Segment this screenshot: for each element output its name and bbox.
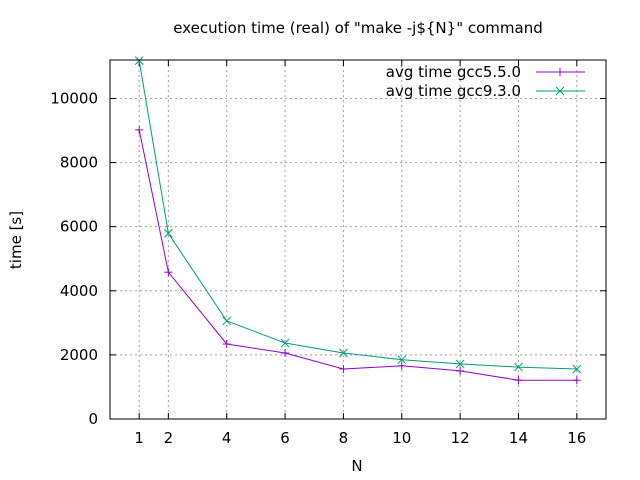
x-tick-label: 6	[280, 429, 290, 447]
legend-label: avg time gcc5.5.0	[386, 63, 521, 81]
data-point	[281, 348, 290, 357]
x-tick-label: 16	[567, 429, 586, 447]
legend-label: avg time gcc9.3.0	[386, 82, 521, 100]
y-tick-label: 4000	[60, 282, 98, 300]
data-point	[572, 364, 582, 374]
data-point	[163, 229, 173, 238]
data-point	[134, 56, 144, 65]
data-point	[556, 68, 564, 76]
y-axis-label: time [s]	[7, 211, 25, 269]
data-point	[339, 348, 348, 358]
data-point	[514, 362, 523, 372]
data-point	[455, 359, 465, 369]
y-tick-label: 10000	[50, 89, 98, 107]
data-point	[222, 316, 232, 326]
x-tick-label: 10	[392, 429, 411, 447]
grid	[110, 60, 606, 419]
data-point	[555, 86, 565, 96]
series-line-0	[138, 129, 577, 381]
data-point	[514, 376, 523, 385]
data-point	[339, 364, 348, 373]
x-tick-label: 8	[339, 429, 349, 447]
x-tick-label: 4	[222, 429, 232, 447]
data-point	[572, 376, 581, 385]
x-tick-label: 14	[509, 429, 528, 447]
data-point	[222, 339, 231, 348]
x-tick-label: 12	[451, 429, 470, 447]
plot-frame	[109, 59, 607, 420]
y-tick-label: 2000	[60, 346, 98, 364]
x-axis-label: N	[351, 457, 362, 475]
data-point	[397, 355, 407, 365]
y-tick-label: 0	[88, 410, 98, 428]
chart-title: execution time (real) of "make -j${N}" c…	[173, 19, 542, 37]
y-tick-label: 6000	[60, 218, 98, 236]
x-tick-label: 2	[164, 429, 174, 447]
series-line-1	[138, 60, 577, 370]
data-point	[456, 366, 465, 375]
data-point	[397, 361, 406, 370]
data-point	[164, 268, 173, 277]
y-tick-label: 8000	[60, 154, 98, 172]
data-point	[280, 338, 290, 348]
series-layer	[134, 56, 582, 385]
data-point	[135, 125, 144, 134]
x-tick-label: 1	[134, 429, 144, 447]
